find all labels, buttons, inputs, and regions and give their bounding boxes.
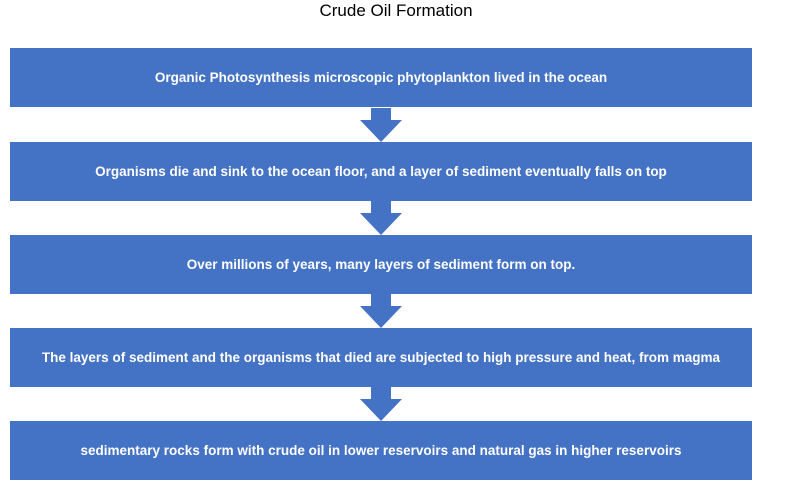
flow-arrow-4 bbox=[360, 387, 402, 421]
flow-arrow-2 bbox=[360, 201, 402, 235]
flow-arrow-1 bbox=[360, 108, 402, 142]
flow-arrow-3 bbox=[360, 294, 402, 328]
diagram-title: Crude Oil Formation bbox=[319, 1, 473, 20]
flow-step-1: Organic Photosynthesis microscopic phyto… bbox=[10, 48, 752, 107]
flow-step-4: The layers of sediment and the organisms… bbox=[10, 328, 752, 387]
flow-step-2: Organisms die and sink to the ocean floo… bbox=[10, 142, 752, 201]
flow-step-5: sedimentary rocks form with crude oil in… bbox=[10, 421, 752, 480]
flow-step-3: Over millions of years, many layers of s… bbox=[10, 235, 752, 294]
